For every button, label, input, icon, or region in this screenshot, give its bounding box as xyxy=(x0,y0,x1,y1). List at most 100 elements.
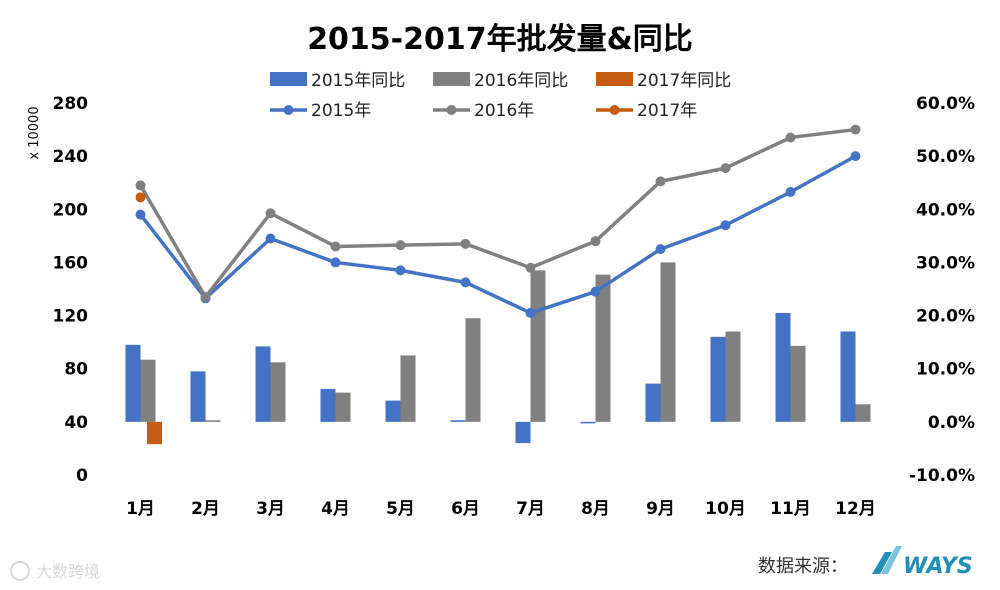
bar-2016年同比 xyxy=(790,345,806,422)
legend-swatch xyxy=(596,72,633,86)
left-tick-label: 200 xyxy=(53,200,89,220)
left-tick-label: 240 xyxy=(53,147,89,167)
x-tick-label: 1月 xyxy=(126,499,155,519)
watermark-text: 大数跨境 xyxy=(36,562,100,581)
point-2016年 xyxy=(200,291,211,302)
bar-2016年同比 xyxy=(205,420,221,422)
legend-label: 2017年 xyxy=(637,101,697,121)
point-2016年 xyxy=(135,180,146,191)
legend-swatch xyxy=(433,72,470,86)
legend-label: 2016年 xyxy=(474,101,534,121)
point-2016年 xyxy=(525,262,536,273)
left-tick-label: 80 xyxy=(64,360,88,380)
x-tick-label: 2月 xyxy=(191,499,220,519)
right-axis-ticks: -10.0% 0.0% 10.0% 20.0% 30.0% 40.0% 50.0% 60.0% xyxy=(909,94,975,486)
point-2016年 xyxy=(395,240,406,251)
bar-2016年同比 xyxy=(400,355,416,422)
left-tick-label: 40 xyxy=(64,413,88,433)
right-tick-label: -10.0% xyxy=(909,466,975,486)
bar-2015年同比 xyxy=(710,336,726,422)
point-2015年 xyxy=(850,151,861,162)
brand-name: WAYS xyxy=(903,554,973,579)
bar-2015年同比 xyxy=(515,421,531,444)
legend-swatch xyxy=(270,72,307,86)
chart-title: 2015-2017年批发量&同比 xyxy=(307,22,693,57)
x-tick-label: 5月 xyxy=(386,499,415,519)
point-2015年 xyxy=(785,187,796,198)
x-tick-label: 8月 xyxy=(581,499,610,519)
x-tick-label: 3月 xyxy=(256,499,285,519)
x-tick-label: 10月 xyxy=(705,499,746,519)
right-tick-label: 10.0% xyxy=(916,360,975,380)
x-axis-ticks: 1月 2月 3月 4月 5月 6月 7月 8月 9月 10月 11月 12月 xyxy=(126,499,876,519)
bar-2015年同比 xyxy=(645,383,661,422)
point-2015年 xyxy=(460,277,471,288)
point-2015年 xyxy=(265,233,276,244)
left-tick-label: 280 xyxy=(53,94,89,114)
point-2016年 xyxy=(785,132,796,143)
point-2016年 xyxy=(655,176,666,187)
bar-2016年同比 xyxy=(530,270,546,422)
point-2016年 xyxy=(850,124,861,135)
bar-2016年同比 xyxy=(465,318,481,422)
left-axis-ticks: 0 40 80 120 160 200 240 280 xyxy=(53,94,89,486)
x-tick-label: 7月 xyxy=(516,499,545,519)
bar-2015年同比 xyxy=(255,346,271,422)
bar-2016年同比 xyxy=(595,274,611,422)
point-2015年 xyxy=(590,286,601,297)
bar-2016年同比 xyxy=(335,392,351,422)
bar-2015年同比 xyxy=(125,344,141,422)
point-2015年 xyxy=(655,244,666,255)
bar-2015年同比 xyxy=(190,371,206,422)
bar-2016年同比 xyxy=(660,262,676,422)
bar-2016年同比 xyxy=(140,359,156,422)
point-2015年 xyxy=(720,220,731,231)
point-2015年 xyxy=(330,257,341,268)
x-tick-label: 9月 xyxy=(646,499,675,519)
point-2015年 xyxy=(395,265,406,276)
point-2017年 xyxy=(135,192,146,203)
legend-label: 2015年 xyxy=(311,101,371,121)
bar-2017年同比 xyxy=(147,421,162,445)
watermark: 大数跨境 xyxy=(10,561,100,581)
right-tick-label: 40.0% xyxy=(916,200,975,220)
point-2016年 xyxy=(265,208,276,219)
x-tick-label: 11月 xyxy=(770,499,811,519)
bar-2016年同比 xyxy=(270,362,286,422)
bar-2015年同比 xyxy=(580,421,596,424)
x-tick-label: 6月 xyxy=(451,499,480,519)
left-tick-label: 160 xyxy=(53,253,89,273)
source-label: 数据来源： xyxy=(758,556,848,577)
watermark-logo-icon xyxy=(10,561,30,581)
legend: 2015年同比 2016年同比 2017年同比 2015年 2016年 2017年 xyxy=(270,71,731,121)
point-2016年 xyxy=(460,238,471,249)
point-2015年 xyxy=(135,209,146,220)
right-tick-label: 50.0% xyxy=(916,147,975,167)
line-2015年 xyxy=(139,154,857,315)
point-2016年 xyxy=(590,236,601,247)
right-tick-label: 30.0% xyxy=(916,253,975,273)
left-axis-unit: x 10000 xyxy=(27,106,42,159)
line-series-group xyxy=(135,124,861,318)
bar-2016年同比 xyxy=(855,404,871,422)
bar-series-group xyxy=(125,262,871,445)
bar-2015年同比 xyxy=(450,420,466,422)
right-tick-label: 60.0% xyxy=(916,94,975,114)
x-tick-label: 12月 xyxy=(835,499,876,519)
bar-2016年同比 xyxy=(725,331,741,422)
bar-2015年同比 xyxy=(385,400,401,422)
point-2015年 xyxy=(525,307,536,318)
left-tick-label: 120 xyxy=(53,307,89,327)
legend-label: 2015年同比 xyxy=(311,71,405,91)
legend-label: 2016年同比 xyxy=(474,71,568,91)
right-tick-label: 20.0% xyxy=(916,307,975,327)
left-tick-label: 0 xyxy=(76,466,88,486)
ways-logo-icon xyxy=(872,552,892,574)
point-2016年 xyxy=(720,163,731,174)
legend-label: 2017年同比 xyxy=(637,71,731,91)
bar-2015年同比 xyxy=(320,388,336,422)
ways-logo: WAYS xyxy=(872,546,973,579)
x-tick-label: 4月 xyxy=(321,499,350,519)
bar-2015年同比 xyxy=(840,331,856,422)
